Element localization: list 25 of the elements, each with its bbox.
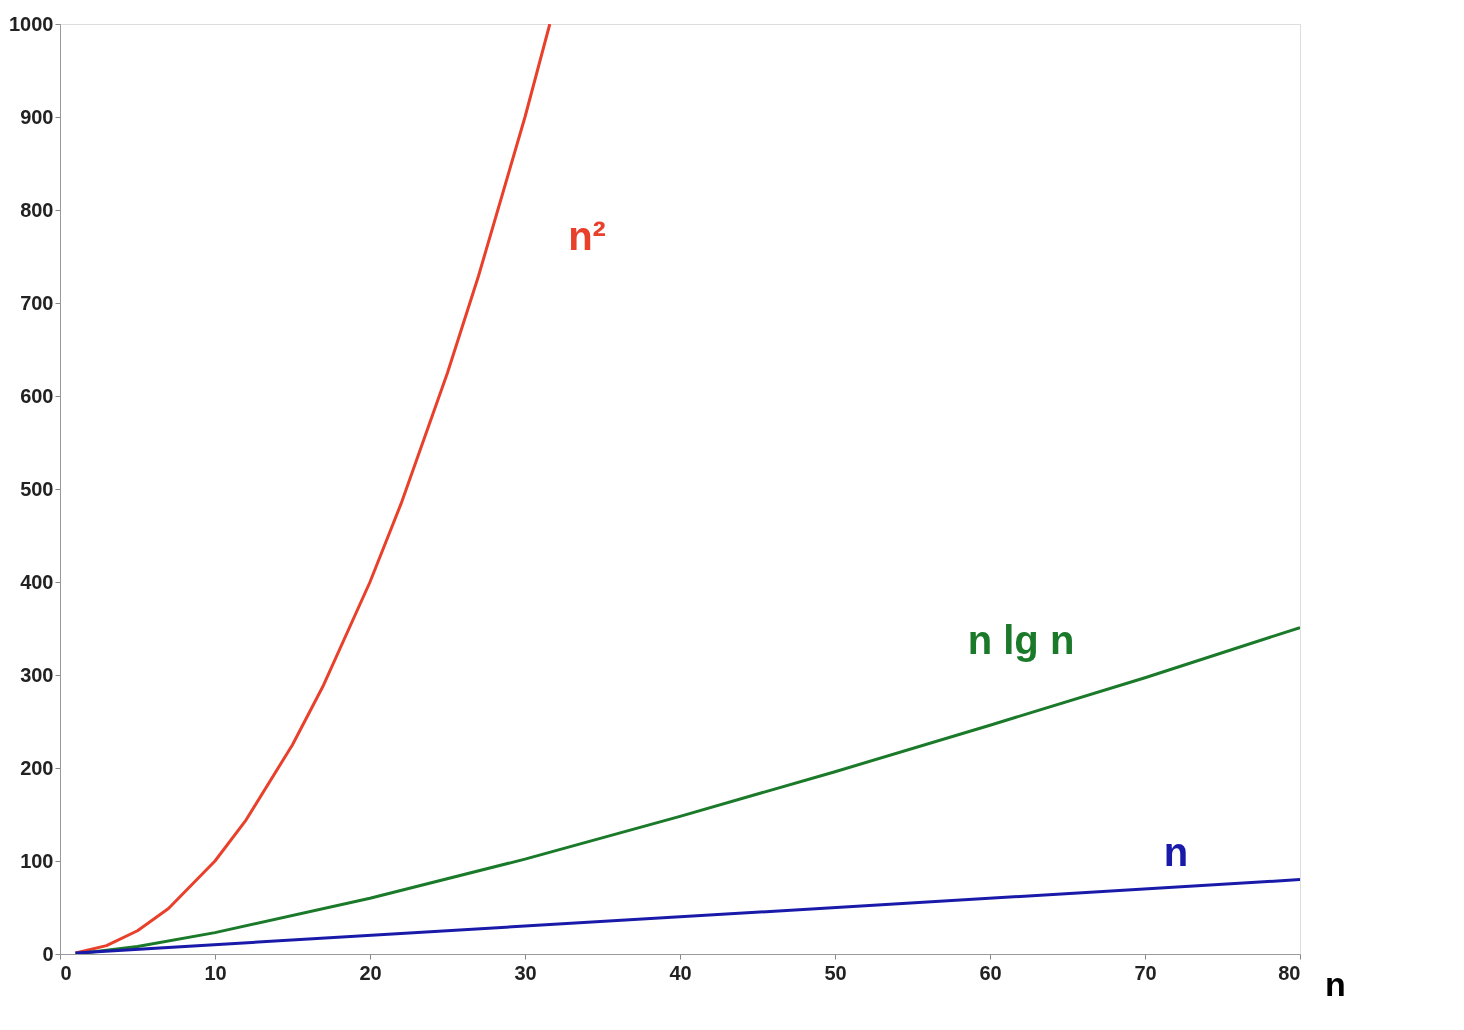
y-tick-label: 0 xyxy=(42,942,54,965)
x-tick-label: 70 xyxy=(1134,961,1157,984)
x-tick-label: 0 xyxy=(60,961,72,984)
line-series xyxy=(74,626,1300,954)
series-label: n lg n xyxy=(967,618,1075,663)
y-tick-label: 200 xyxy=(20,756,54,779)
y-tick-label: 700 xyxy=(20,291,54,314)
series-label: n xyxy=(1163,829,1189,874)
y-tick-label: 400 xyxy=(20,570,54,593)
x-tick-label: 50 xyxy=(824,961,847,984)
y-tick-label: 500 xyxy=(20,477,54,500)
y-tick-label: 900 xyxy=(20,105,54,128)
y-tick-label: 300 xyxy=(20,663,54,686)
x-tick-label: 10 xyxy=(204,961,227,984)
x-axis-title: n xyxy=(1325,964,1346,1003)
x-tick-label: 30 xyxy=(514,961,537,984)
x-tick-label: 20 xyxy=(359,961,382,984)
x-tick-label: 40 xyxy=(669,961,692,984)
y-tick-label: 600 xyxy=(20,384,54,407)
y-tick-label: 100 xyxy=(20,849,54,872)
y-tick-label: 800 xyxy=(20,198,54,221)
x-tick-label: 80 xyxy=(1278,961,1301,984)
y-tick-label: 1000 xyxy=(9,12,54,35)
series-label: n² xyxy=(568,213,606,258)
x-tick-label: 60 xyxy=(979,961,1002,984)
